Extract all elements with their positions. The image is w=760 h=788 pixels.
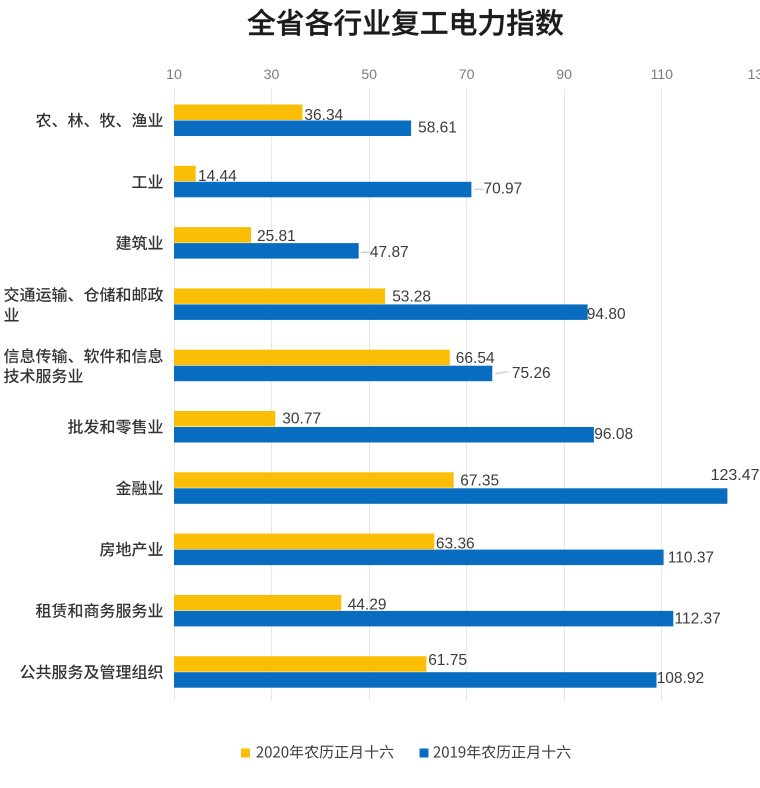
svg-text:36.34: 36.34 bbox=[304, 107, 343, 124]
svg-text:123.47: 123.47 bbox=[711, 467, 760, 484]
svg-text:75.26: 75.26 bbox=[512, 365, 551, 382]
svg-text:70.97: 70.97 bbox=[484, 181, 523, 198]
svg-text:25.81: 25.81 bbox=[257, 228, 296, 245]
svg-text:44.29: 44.29 bbox=[348, 597, 387, 614]
svg-text:63.36: 63.36 bbox=[436, 536, 475, 553]
svg-text:58.61: 58.61 bbox=[418, 120, 457, 137]
svg-text:112.37: 112.37 bbox=[675, 611, 721, 628]
svg-text:108.92: 108.92 bbox=[657, 670, 704, 687]
svg-text:66.54: 66.54 bbox=[456, 350, 495, 367]
svg-text:50: 50 bbox=[361, 67, 377, 83]
svg-text:110: 110 bbox=[650, 67, 673, 83]
svg-text:70: 70 bbox=[459, 67, 475, 83]
svg-text:110.37: 110.37 bbox=[668, 550, 714, 567]
svg-text:30: 30 bbox=[264, 67, 280, 83]
svg-text:14.44: 14.44 bbox=[198, 168, 237, 185]
svg-text:47.87: 47.87 bbox=[370, 244, 409, 261]
svg-text:96.08: 96.08 bbox=[594, 426, 633, 443]
svg-text:67.35: 67.35 bbox=[460, 473, 499, 490]
svg-text:90: 90 bbox=[556, 67, 572, 83]
svg-text:30.77: 30.77 bbox=[282, 411, 321, 428]
svg-text:130: 130 bbox=[747, 67, 760, 83]
svg-text:94.80: 94.80 bbox=[587, 306, 626, 323]
svg-text:10: 10 bbox=[166, 67, 182, 83]
svg-text:61.75: 61.75 bbox=[428, 652, 467, 669]
svg-text:53.28: 53.28 bbox=[392, 288, 431, 305]
